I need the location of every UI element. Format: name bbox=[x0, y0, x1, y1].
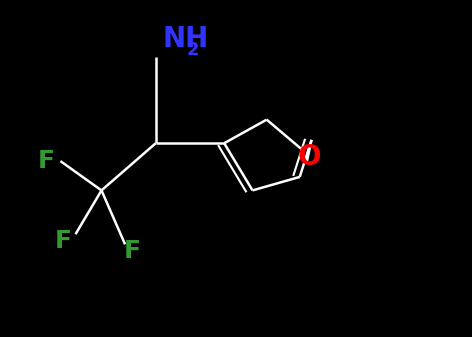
Text: F: F bbox=[38, 149, 55, 173]
Text: O: O bbox=[297, 143, 321, 171]
Text: 2: 2 bbox=[186, 41, 199, 59]
Text: F: F bbox=[55, 229, 72, 253]
Text: F: F bbox=[124, 239, 141, 263]
Text: NH: NH bbox=[163, 25, 209, 53]
